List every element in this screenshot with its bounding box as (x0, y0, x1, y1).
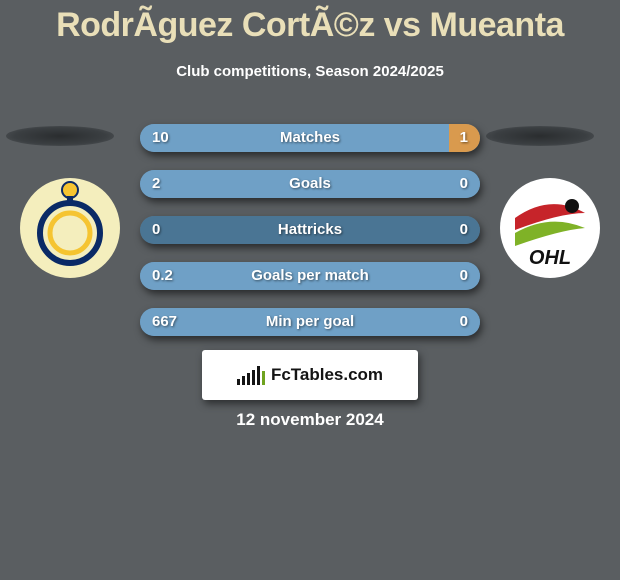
fctables-text: FcTables.com (271, 365, 383, 385)
page-title: RodrÃ­guez CortÃ©z vs Mueanta (0, 0, 620, 45)
fctables-bar (247, 373, 250, 385)
stat-row: 6670Min per goal (140, 308, 480, 336)
stat-label: Min per goal (140, 308, 480, 336)
svg-text:OHL: OHL (529, 247, 571, 269)
shadow-left (6, 126, 114, 146)
fctables-badge: FcTables.com (202, 350, 418, 400)
stat-row: 0.20Goals per match (140, 262, 480, 290)
date-line: 12 november 2024 (0, 410, 620, 430)
stat-row: 101Matches (140, 124, 480, 152)
page-subtitle: Club competitions, Season 2024/2025 (0, 63, 620, 80)
fctables-bar (242, 376, 245, 385)
fctables-icon (237, 365, 265, 385)
club-badge-left (20, 178, 120, 278)
stat-label: Goals (140, 170, 480, 198)
fctables-bar (262, 371, 265, 385)
stat-label: Matches (140, 124, 480, 152)
fctables-bar (257, 366, 260, 385)
stat-label: Goals per match (140, 262, 480, 290)
shadow-right (486, 126, 594, 146)
club-badge-right: OHL (500, 178, 600, 278)
stats-comparison: 101Matches 20Goals 00Hattricks 0.20Goals pe… (140, 124, 480, 354)
stat-row: 20Goals (140, 170, 480, 198)
club-left-icon (20, 178, 120, 278)
fctables-bar (237, 379, 240, 385)
stat-label: Hattricks (140, 216, 480, 244)
stat-row: 00Hattricks (140, 216, 480, 244)
club-right-icon: OHL (500, 178, 600, 278)
fctables-bar (252, 370, 255, 385)
